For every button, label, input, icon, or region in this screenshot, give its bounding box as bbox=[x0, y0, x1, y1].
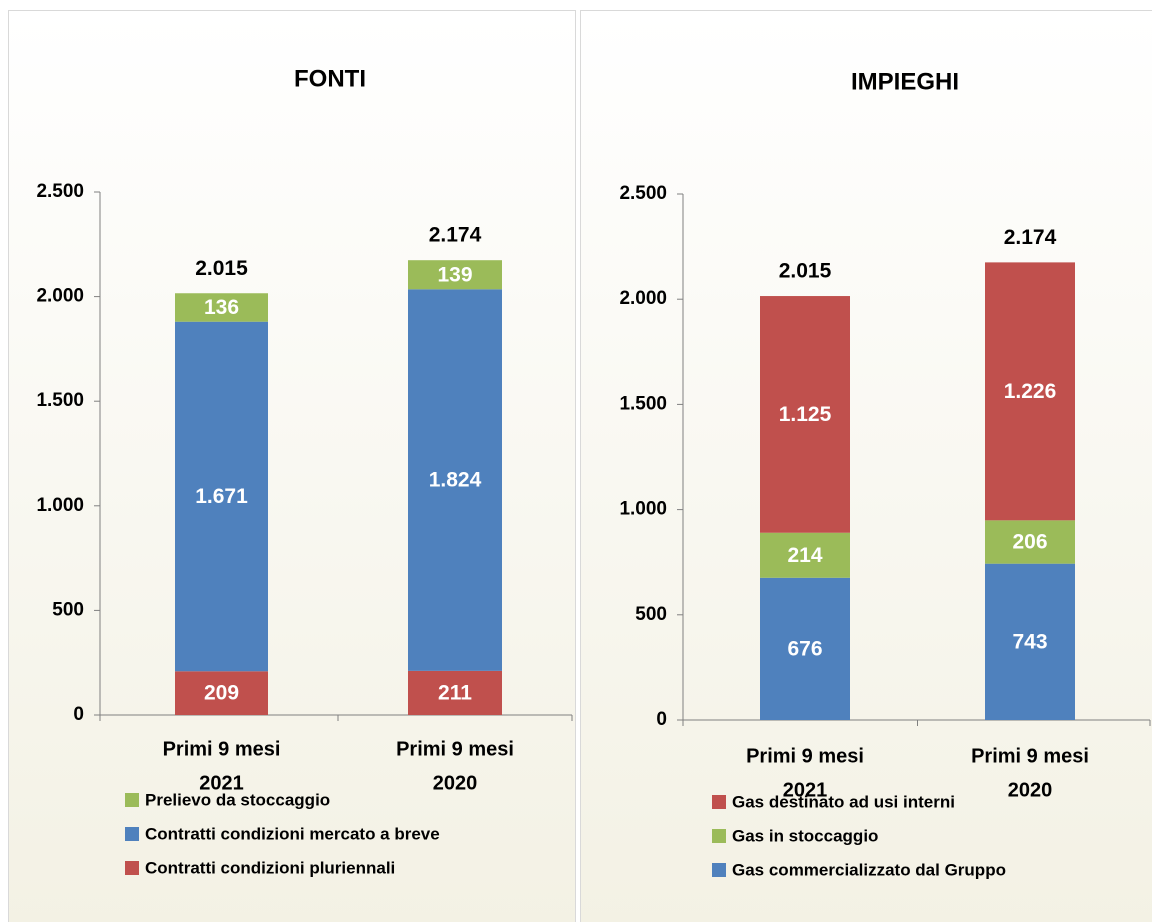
legend-label: Gas commercializzato dal Gruppo bbox=[732, 860, 1006, 879]
y-tick-label: 2.500 bbox=[36, 181, 84, 202]
x-tick-label: Primi 9 mesi bbox=[396, 738, 514, 760]
total-label: 2.015 bbox=[195, 257, 248, 280]
bar-segment bbox=[760, 577, 850, 720]
value-label: 1.671 bbox=[195, 485, 248, 508]
bar-segment bbox=[408, 260, 502, 290]
legend-swatch bbox=[712, 795, 726, 809]
value-label: 1.125 bbox=[779, 403, 832, 426]
bar-segment bbox=[985, 520, 1075, 564]
total-label: 2.174 bbox=[1004, 226, 1057, 249]
bar-segment bbox=[408, 670, 502, 715]
legend-label: Prelievo da stoccaggio bbox=[145, 790, 330, 809]
value-label: 743 bbox=[1012, 630, 1047, 653]
x-tick-label: Primi 9 mesi bbox=[746, 745, 864, 767]
x-tick-label: 2021 bbox=[783, 779, 828, 801]
value-label: 139 bbox=[437, 263, 472, 286]
chart-title: IMPIEGHI bbox=[851, 68, 959, 95]
total-label: 2.174 bbox=[429, 224, 482, 247]
legend-label: Contratti condizioni mercato a breve bbox=[145, 824, 440, 843]
bar-segment bbox=[175, 293, 268, 322]
legend-label: Contratti condizioni pluriennali bbox=[145, 858, 395, 877]
y-tick-label: 1.000 bbox=[36, 495, 84, 516]
y-tick-label: 2.500 bbox=[619, 183, 667, 204]
legend-label: Gas in stoccaggio bbox=[732, 826, 878, 845]
legend-swatch bbox=[712, 829, 726, 843]
value-label: 209 bbox=[204, 682, 239, 705]
bar-segment bbox=[760, 296, 850, 533]
y-tick-label: 2.000 bbox=[619, 288, 667, 309]
y-tick-label: 1.500 bbox=[619, 393, 667, 414]
bar-segment bbox=[985, 563, 1075, 720]
y-tick-label: 0 bbox=[73, 704, 84, 725]
value-label: 1.226 bbox=[1004, 380, 1057, 403]
bar-segment bbox=[175, 321, 268, 672]
bar-segment bbox=[760, 532, 850, 578]
y-tick-label: 2.000 bbox=[36, 286, 84, 307]
value-label: 1.824 bbox=[429, 469, 482, 492]
value-label: 211 bbox=[438, 681, 472, 704]
y-tick-label: 0 bbox=[656, 709, 667, 730]
x-tick-label: Primi 9 mesi bbox=[971, 745, 1089, 767]
bar-segment bbox=[408, 289, 502, 671]
value-label: 206 bbox=[1012, 531, 1047, 554]
x-tick-label: Primi 9 mesi bbox=[163, 738, 281, 760]
y-tick-label: 500 bbox=[635, 604, 667, 625]
legend-label: Gas destinato ad usi interni bbox=[732, 792, 955, 811]
total-label: 2.015 bbox=[779, 260, 832, 283]
legend-swatch bbox=[712, 863, 726, 877]
x-tick-label: 2020 bbox=[1008, 779, 1053, 801]
value-label: 214 bbox=[787, 544, 822, 567]
x-tick-label: 2020 bbox=[433, 772, 478, 794]
x-tick-label: 2021 bbox=[199, 772, 244, 794]
value-label: 136 bbox=[204, 296, 239, 319]
value-label: 676 bbox=[787, 637, 822, 660]
y-tick-label: 500 bbox=[52, 599, 84, 620]
chart-title: FONTI bbox=[294, 65, 366, 92]
y-tick-label: 1.500 bbox=[36, 390, 84, 411]
y-tick-label: 1.000 bbox=[619, 499, 667, 520]
legend-swatch bbox=[125, 861, 139, 875]
legend-swatch bbox=[125, 793, 139, 807]
bar-segment bbox=[175, 671, 268, 715]
bar-segment bbox=[985, 262, 1075, 521]
legend-swatch bbox=[125, 827, 139, 841]
